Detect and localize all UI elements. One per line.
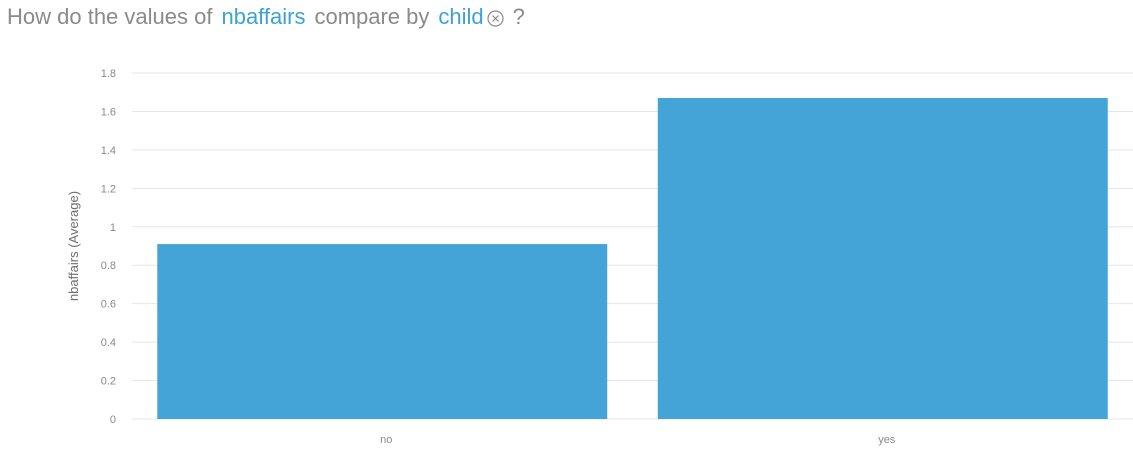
- question-header: How do the values of nbaffairs compare b…: [7, 4, 534, 34]
- dimension-field-selector[interactable]: child: [438, 4, 484, 29]
- question-prefix: How do the values of: [7, 4, 213, 29]
- y-tick-label: 1.4: [101, 145, 116, 157]
- bar-yes[interactable]: [657, 97, 1108, 419]
- bar-chart: 0 0.2 0.4 0.6 0.8 1 1.2 1.4 1.6 1.8 no yes nbaffai…: [66, 68, 1133, 446]
- y-axis-title: nbaffairs (Average): [66, 191, 81, 301]
- x-axis-ticks: no yes: [380, 434, 896, 446]
- y-tick-label: 0.4: [101, 337, 116, 349]
- y-tick-label: 1.6: [101, 106, 116, 118]
- close-circle-icon[interactable]: [487, 10, 504, 27]
- y-tick-label: 0.2: [101, 376, 116, 388]
- y-tick-label: 1.8: [101, 68, 116, 80]
- y-tick-label: 1: [110, 222, 116, 234]
- x-tick-label: yes: [878, 434, 896, 446]
- question-middle: compare by: [314, 4, 430, 29]
- y-axis-ticks: 0 0.2 0.4 0.6 0.8 1 1.2 1.4 1.6 1.8: [101, 68, 116, 426]
- y-tick-label: 0.6: [101, 299, 116, 311]
- y-tick-label: 1.2: [101, 183, 116, 195]
- measure-field-selector[interactable]: nbaffairs: [221, 4, 306, 29]
- bar-no[interactable]: [157, 244, 608, 419]
- y-tick-label: 0: [110, 414, 116, 426]
- y-tick-label: 0.8: [101, 260, 116, 272]
- x-tick-label: no: [380, 434, 392, 446]
- question-suffix: ?: [512, 4, 525, 29]
- bars: [157, 97, 1108, 419]
